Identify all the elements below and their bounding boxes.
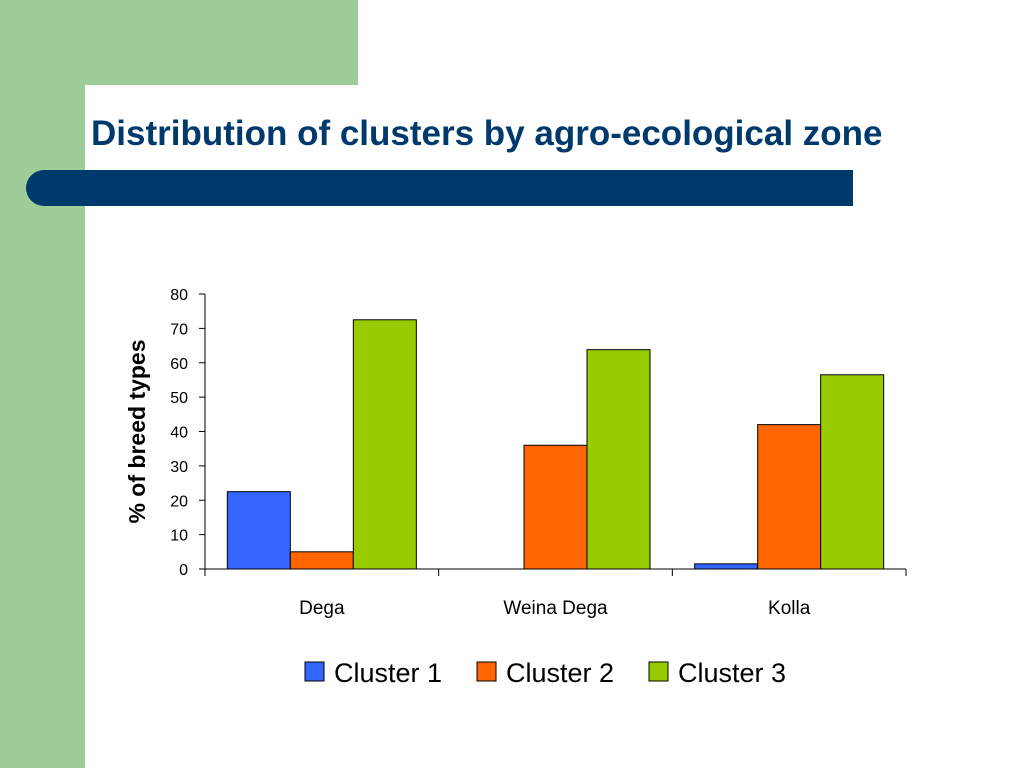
legend-swatch [476,661,497,682]
y-tick-label: 80 [170,287,188,304]
green-side-strip [0,0,85,768]
bar-cluster-3-weina-dega [586,349,651,570]
green-top-tab [85,0,358,85]
legend-label: Cluster 1 [334,658,442,688]
title-underline-bar [26,170,853,206]
legend-swatch [648,661,669,682]
y-tick-label: 40 [170,425,188,442]
bar-cluster-3-dega [352,319,417,570]
y-tick-label: 10 [170,528,188,545]
y-tick-label: 0 [179,562,188,579]
bar-cluster-1-dega [226,491,291,570]
y-axis: 0 10 20 30 40 50 60 70 80 [170,287,206,579]
bar-cluster-3-kolla [820,374,885,570]
bar-cluster-2-dega [289,551,354,570]
bar-cluster-1-kolla [694,563,759,570]
bar-cluster-2-weina-dega [523,444,588,570]
bars [226,319,885,570]
slide-title: Distribution of clusters by agro-ecologi… [91,114,883,153]
bar-cluster-2-kolla [757,424,822,570]
legend-swatch [304,661,325,682]
x-category-label: Weina Dega [503,598,608,619]
y-tick-label: 30 [170,459,188,476]
legend-label: Cluster 2 [506,658,614,688]
x-category-label: Kolla [768,598,811,619]
legend-label: Cluster 3 [678,658,786,688]
y-tick-label: 60 [170,356,188,373]
legend: Cluster 1 Cluster 2 Cluster 3 [304,658,786,688]
x-axis: Dega Weina Dega Kolla [204,568,907,619]
y-axis-title: % of breed types [124,339,150,523]
y-tick-label: 20 [170,493,188,510]
y-tick-label: 50 [170,390,188,407]
y-tick-label: 70 [170,321,188,338]
x-category-label: Dega [299,598,345,619]
